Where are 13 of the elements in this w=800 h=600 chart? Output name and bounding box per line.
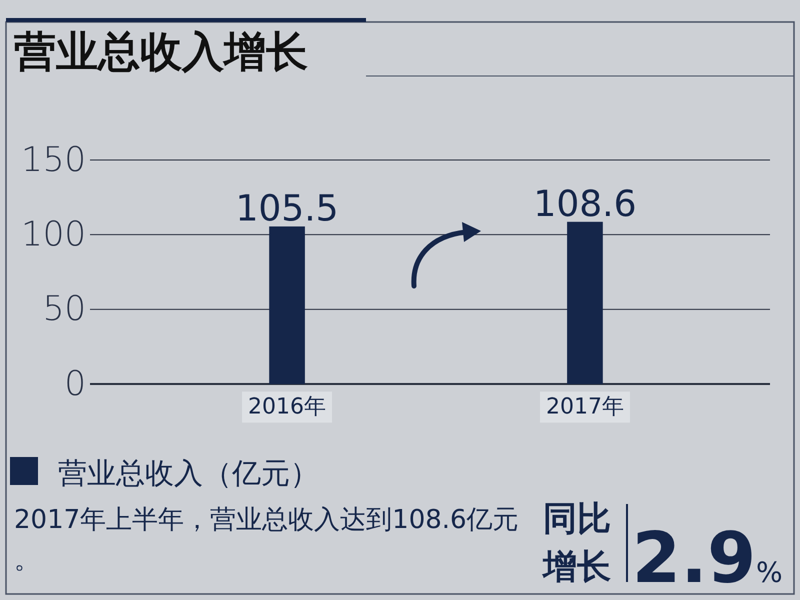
x-tick-label: 2016年	[248, 394, 326, 420]
text: 2.9%	[632, 517, 783, 599]
y-tick-label: 150	[21, 140, 86, 180]
y-tick-label: 100	[21, 214, 86, 255]
data-label: 108.6	[533, 184, 636, 225]
y-tick-label: 0	[64, 364, 86, 404]
legend-label: 营业总收入（亿元）	[58, 456, 319, 490]
x-tick-label: 2017年	[546, 394, 624, 420]
data-label: 105.5	[236, 188, 339, 230]
chart-title: 营业总收入增长	[14, 27, 308, 76]
y-tick-label: 50	[42, 289, 86, 330]
text: 同比增长	[541, 499, 611, 587]
text: 2017年上半年，营业总收入达到108.6亿元。	[14, 505, 519, 575]
